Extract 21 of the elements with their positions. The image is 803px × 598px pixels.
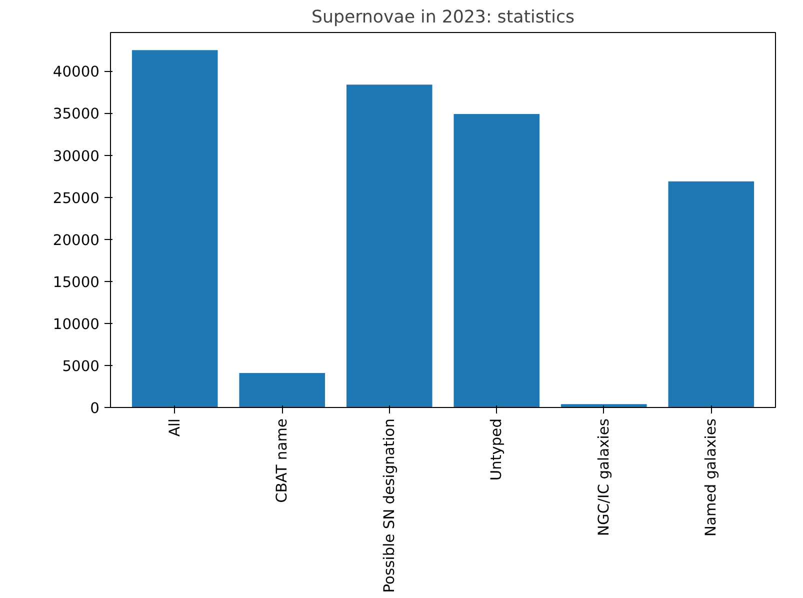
x-tick-label: CBAT name — [274, 418, 291, 503]
x-tick-label: Untyped — [488, 418, 506, 481]
x-tick-label: All — [166, 418, 184, 437]
y-tick-label: 40000 — [52, 64, 100, 81]
x-tick-label: Named galaxies — [702, 418, 720, 536]
y-tick-label: 5000 — [62, 358, 100, 375]
y-tick-label: 0 — [90, 400, 100, 417]
bar — [668, 181, 754, 408]
y-tick-label: 30000 — [52, 148, 100, 165]
bar — [132, 50, 218, 408]
chart-title: Supernovae in 2023: statistics — [311, 8, 575, 28]
y-tick-label: 35000 — [52, 106, 100, 123]
y-tick-label: 25000 — [52, 190, 100, 207]
bar — [346, 84, 432, 408]
x-tick-label: NGC/IC galaxies — [595, 418, 612, 536]
y-tick-label: 20000 — [52, 232, 100, 249]
bar — [239, 373, 326, 408]
y-tick-label: 15000 — [52, 274, 100, 291]
x-tick-label: Possible SN designation — [380, 418, 398, 593]
bar — [454, 114, 540, 408]
y-tick-label: 10000 — [52, 316, 100, 333]
